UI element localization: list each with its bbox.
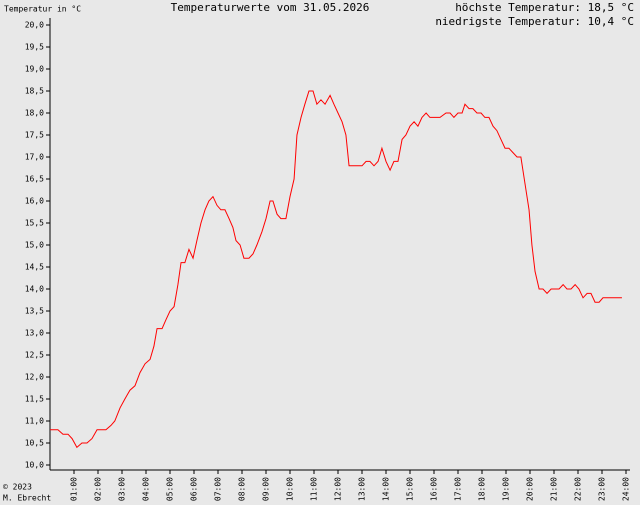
y-tick-label: 17,5 — [25, 131, 44, 140]
x-tick-label: 09:00 — [262, 477, 271, 501]
x-tick-label: 07:00 — [214, 477, 223, 501]
x-tick-label: 05:00 — [166, 477, 175, 501]
x-tick-label: 03:00 — [118, 477, 127, 501]
x-tick-label: 15:00 — [406, 477, 415, 501]
x-tick-label: 01:00 — [70, 477, 79, 501]
x-tick-label: 02:00 — [94, 477, 103, 501]
temperature-line — [50, 90, 622, 449]
y-tick-label: 12,5 — [25, 351, 44, 360]
y-tick-label: 19,0 — [25, 65, 44, 74]
x-tick-label: 14:00 — [382, 477, 391, 501]
x-tick-label: 12:00 — [334, 477, 343, 501]
y-tick-label: 20,0 — [25, 21, 44, 30]
copyright: © 2023 — [3, 483, 32, 492]
y-tick-label: 16,5 — [25, 175, 44, 184]
y-tick-label: 10,0 — [25, 461, 44, 470]
y-tick-label: 10,5 — [25, 439, 44, 448]
x-tick-label: 23:00 — [598, 477, 607, 501]
y-tick-label: 17,0 — [25, 153, 44, 162]
y-tick-label: 11,0 — [25, 417, 44, 426]
y-tick-label: 16,0 — [25, 197, 44, 206]
y-tick-label: 11,5 — [25, 395, 44, 404]
y-tick-label: 14,0 — [25, 285, 44, 294]
x-tick-label: 21:00 — [550, 477, 559, 501]
x-tick-label: 13:00 — [358, 477, 367, 501]
x-tick-label: 20:00 — [526, 477, 535, 501]
x-tick-label: 19:00 — [502, 477, 511, 501]
y-tick-label: 18,0 — [25, 109, 44, 118]
x-tick-label: 17:00 — [454, 477, 463, 501]
x-tick-label: 24:00 — [622, 477, 631, 501]
x-tick-label: 04:00 — [142, 477, 151, 501]
x-tick-label: 08:00 — [238, 477, 247, 501]
y-tick-label: 19,5 — [25, 43, 44, 52]
y-tick-label: 15,5 — [25, 219, 44, 228]
y-tick-label: 15,0 — [25, 241, 44, 250]
y-axis-label: Temperatur in °C — [4, 5, 81, 14]
chart-title: Temperaturwerte vom 31.05.2026 — [171, 1, 370, 14]
x-tick-label: 06:00 — [190, 477, 199, 501]
x-tick-label: 16:00 — [430, 477, 439, 501]
y-tick-label: 13,0 — [25, 329, 44, 338]
x-tick-label: 22:00 — [574, 477, 583, 501]
y-tick-label: 12,0 — [25, 373, 44, 382]
author: M. Ebrecht — [3, 494, 51, 503]
y-tick-label: 13,5 — [25, 307, 44, 316]
y-tick-label: 18,5 — [25, 87, 44, 96]
x-tick-label: 11:00 — [310, 477, 319, 501]
y-tick-label: 14,5 — [25, 263, 44, 272]
min-temperature: niedrigste Temperatur: 10,4 °C — [435, 15, 634, 28]
x-tick-label: 18:00 — [478, 477, 487, 501]
max-temperature: höchste Temperatur: 18,5 °C — [455, 1, 634, 14]
x-tick-label: 10:00 — [286, 477, 295, 501]
